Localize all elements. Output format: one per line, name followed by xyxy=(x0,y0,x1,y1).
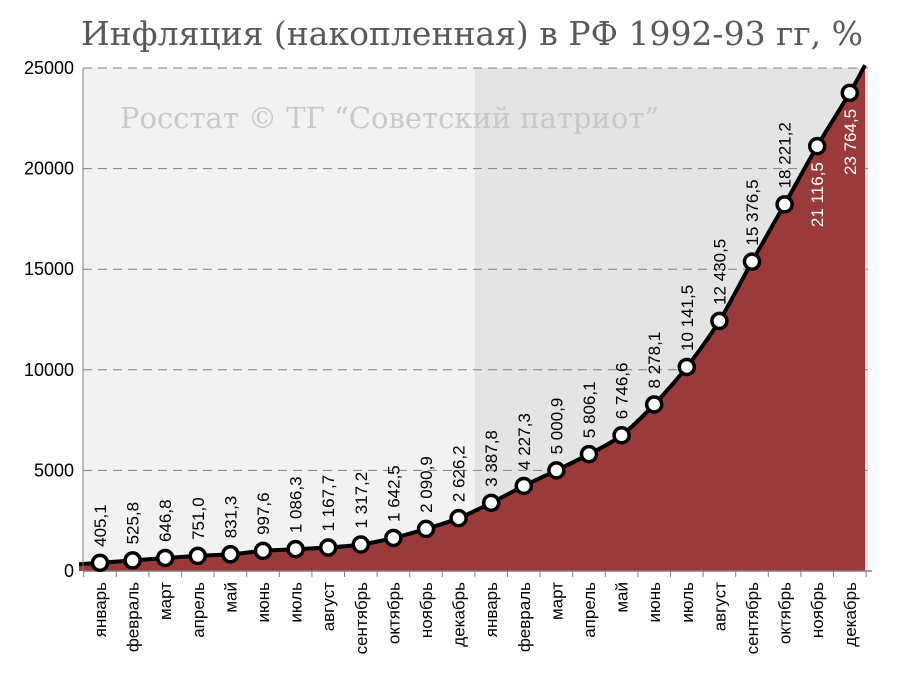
data-label: 10 141,5 xyxy=(678,285,697,351)
background-1992 xyxy=(83,68,475,571)
data-point xyxy=(123,551,142,570)
data-label: 831,3 xyxy=(221,496,240,539)
data-label: 15 376,5 xyxy=(743,179,762,245)
data-point xyxy=(384,528,403,548)
data-label: 3 387,8 xyxy=(482,430,501,487)
x-tick-labels: январь февраль март апрель май июнь июль август… xyxy=(91,582,860,655)
x-tick-label: июль xyxy=(678,582,697,623)
data-label: 1 317,2 xyxy=(352,472,371,529)
data-label: 12 430,5 xyxy=(710,239,729,305)
data-label: 2 626,2 xyxy=(450,445,469,502)
data-point xyxy=(677,357,697,377)
data-point xyxy=(775,195,794,214)
data-label: 18 221,2 xyxy=(776,122,795,188)
x-tick-label: октябрь xyxy=(384,582,403,644)
y-tick-label: 15000 xyxy=(24,259,74,279)
data-point xyxy=(481,493,501,513)
x-tick-label: декабрь xyxy=(841,582,860,647)
x-tick-label: январь xyxy=(482,582,501,637)
x-tick-label: сентябрь xyxy=(352,582,371,655)
data-label: 1 642,5 xyxy=(384,465,403,522)
data-markers xyxy=(90,83,860,573)
axes xyxy=(82,68,872,577)
data-label: 1 167,7 xyxy=(319,475,338,532)
data-label: 6 746,6 xyxy=(613,363,632,420)
y-tick-label: 5000 xyxy=(34,460,74,480)
data-point xyxy=(514,476,534,496)
x-tick-label: октябрь xyxy=(776,582,795,644)
x-tick-label: май xyxy=(613,582,632,613)
data-point xyxy=(579,444,599,464)
data-point xyxy=(547,461,566,480)
x-tick-label: декабрь xyxy=(450,582,469,647)
x-tick-label: август xyxy=(710,582,729,631)
data-label: 8 278,1 xyxy=(645,332,664,389)
cumulative-inflation-area xyxy=(79,65,865,572)
data-point xyxy=(90,553,110,573)
data-point xyxy=(286,539,305,559)
data-point xyxy=(351,535,371,554)
x-tick-label: апрель xyxy=(189,582,208,638)
data-label: 21 116,5 xyxy=(808,162,827,227)
data-label: 997,6 xyxy=(254,492,273,535)
y-tick-label: 0 xyxy=(64,561,74,581)
watermark: Росстат © ТГ “Советский патриот” xyxy=(120,101,659,135)
x-tick-label: март xyxy=(547,582,566,620)
data-point xyxy=(742,252,762,271)
x-tick-label: июнь xyxy=(645,582,664,623)
x-tick-label: июль xyxy=(287,582,306,623)
data-point xyxy=(221,545,240,564)
x-tick-label: март xyxy=(156,582,175,620)
x-tick-label: май xyxy=(221,582,240,613)
x-tick-label: сентябрь xyxy=(743,582,762,655)
x-tick-label: июнь xyxy=(254,582,273,623)
data-point xyxy=(318,538,338,557)
x-tick-label: февраль xyxy=(515,582,534,652)
data-label: 405,1 xyxy=(91,504,110,547)
x-tick-label: февраль xyxy=(124,582,143,652)
data-label: 646,8 xyxy=(156,499,175,542)
y-tick-label: 25000 xyxy=(24,58,74,78)
data-point xyxy=(155,548,175,568)
y-tick-label: 20000 xyxy=(24,159,74,179)
data-point xyxy=(644,395,664,414)
x-tick-label: январь xyxy=(91,582,110,637)
data-label: 2 090,9 xyxy=(417,456,436,513)
data-label: 751,0 xyxy=(189,497,208,540)
x-tick-label: ноябрь xyxy=(808,582,827,638)
y-tick-label: 10000 xyxy=(24,360,74,380)
data-point xyxy=(449,508,468,528)
data-point xyxy=(416,519,436,539)
data-labels: 405,1 525,8 646,8 751,0 831,3 997,6 1 086,3 1 1… xyxy=(91,109,860,547)
data-point xyxy=(840,83,860,103)
data-point xyxy=(807,136,827,156)
x-tick-label: август xyxy=(319,582,338,631)
data-point xyxy=(253,541,273,561)
chart-title: Инфляция (накопленная) в РФ 1992-93 гг, … xyxy=(81,14,863,53)
data-point xyxy=(612,426,631,445)
data-label: 1 086,3 xyxy=(287,476,306,533)
data-label: 525,8 xyxy=(124,502,143,545)
grid-lines xyxy=(83,67,868,471)
data-label: 4 227,3 xyxy=(515,413,534,470)
data-point xyxy=(188,546,208,566)
data-label: 5 000,9 xyxy=(547,398,566,455)
y-tick-labels: 0 5000 10000 15000 20000 25000 xyxy=(24,58,74,581)
x-tick-label: ноябрь xyxy=(417,582,436,638)
data-point xyxy=(710,311,729,331)
data-label: 23 764,5 xyxy=(841,109,860,175)
x-tick-label: апрель xyxy=(580,582,599,638)
data-label: 5 806,1 xyxy=(580,381,599,438)
